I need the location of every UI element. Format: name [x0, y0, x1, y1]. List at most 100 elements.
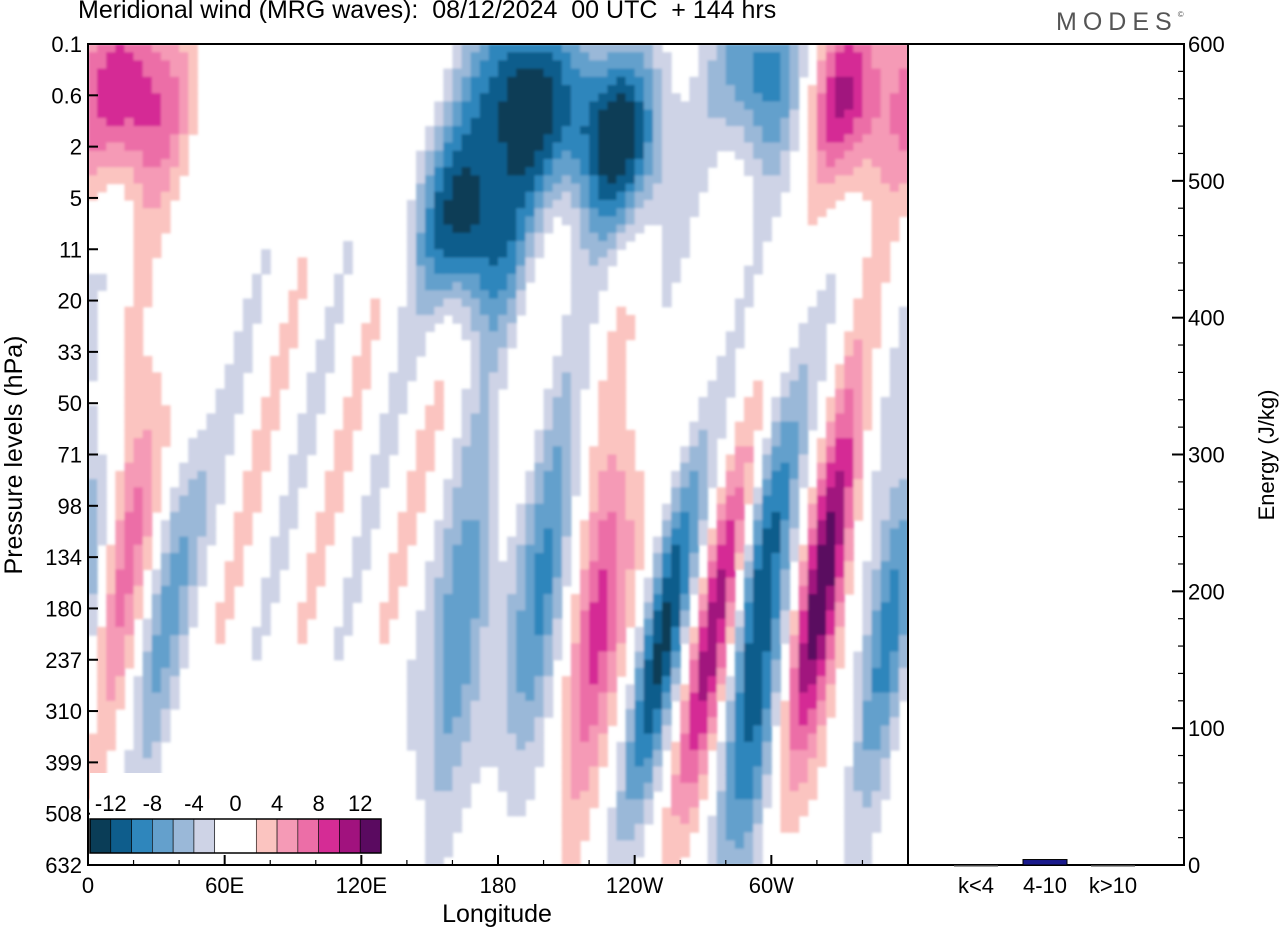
heatmap-cell: [188, 117, 198, 127]
heatmap-cell: [807, 594, 818, 603]
heatmap-cell: [871, 487, 882, 497]
heatmap-cell: [844, 438, 854, 447]
heatmap-cell: [634, 175, 645, 185]
heatmap-cell: [625, 167, 636, 176]
heatmap-cell: [589, 454, 599, 464]
heatmap-cell: [151, 676, 162, 685]
heatmap-cell: [880, 766, 891, 776]
heatmap-cell: [215, 487, 226, 497]
heatmap-cell: [898, 495, 908, 505]
heatmap-cell: [807, 569, 818, 579]
heatmap-cell: [470, 216, 481, 226]
heatmap-cell: [534, 167, 545, 176]
heatmap-cell: [698, 109, 709, 119]
heatmap-cell: [160, 60, 171, 70]
heatmap-cell: [133, 511, 144, 521]
heatmap-cell: [707, 684, 718, 694]
heatmap-cell: [488, 429, 499, 439]
heatmap-cell: [862, 388, 873, 398]
heatmap-cell: [142, 372, 153, 382]
heatmap-cell: [598, 117, 608, 127]
heatmap-cell: [534, 191, 545, 201]
heatmap-cell: [889, 134, 900, 144]
heatmap-cell: [452, 635, 463, 644]
heatmap-cell: [488, 413, 499, 423]
heatmap-cell: [798, 454, 809, 464]
heatmap-cell: [734, 438, 745, 447]
heatmap-cell: [133, 93, 144, 103]
heatmap-cell: [662, 126, 672, 135]
heatmap-cell: [561, 76, 572, 86]
heatmap-cell: [160, 224, 171, 234]
heatmap-cell: [707, 85, 718, 94]
heatmap-cell: [188, 109, 198, 119]
heatmap-cell: [798, 709, 809, 718]
heatmap-cell: [898, 191, 908, 201]
heatmap-cell: [580, 109, 590, 119]
heatmap-cell: [461, 635, 472, 644]
heatmap-cell: [607, 232, 618, 242]
heatmap-cell: [734, 109, 745, 119]
heatmap-cell: [142, 134, 153, 144]
heatmap-cell: [889, 429, 900, 439]
heatmap-cell: [315, 511, 326, 521]
heatmap-cell: [826, 536, 836, 546]
heatmap-cell: [671, 257, 681, 267]
heatmap-cell: [97, 733, 107, 743]
heatmap-cell: [643, 717, 654, 727]
heatmap-cell: [106, 76, 116, 86]
heatmap-cell: [170, 561, 180, 571]
heatmap-cell: [707, 651, 718, 661]
heatmap-cell: [170, 101, 180, 111]
heatmap-cell: [306, 405, 317, 415]
heatmap-cell: [698, 454, 709, 464]
heatmap-cell: [124, 314, 135, 324]
heatmap-cell: [170, 191, 180, 201]
heatmap-cell: [643, 44, 654, 53]
heatmap-cell: [744, 265, 754, 275]
heatmap-cell: [334, 643, 344, 653]
heatmap-cell: [252, 438, 262, 447]
heatmap-cell: [534, 183, 545, 193]
heatmap-cell: [488, 167, 499, 176]
heatmap-cell: [807, 684, 818, 694]
heatmap-cell: [507, 750, 517, 759]
heatmap-cell: [853, 684, 864, 694]
heatmap-cell: [142, 109, 153, 119]
heatmap-cell: [470, 536, 481, 546]
heatmap-cell: [816, 725, 827, 735]
heatmap-cell: [698, 175, 709, 185]
heatmap-cell: [434, 224, 444, 234]
heatmap-cell: [889, 216, 900, 226]
heatmap-cell: [643, 676, 654, 685]
heatmap-cell: [425, 626, 435, 636]
heatmap-cell: [607, 331, 618, 341]
heatmap-cell: [880, 709, 891, 718]
heatmap-cell: [242, 298, 253, 308]
heatmap-cell: [133, 44, 144, 53]
heatmap-cell: [816, 511, 827, 521]
heatmap-cell: [798, 429, 809, 439]
heatmap-cell: [625, 76, 636, 86]
heatmap-cell: [589, 741, 599, 751]
heatmap-cell: [716, 511, 727, 521]
heatmap-cell: [734, 134, 745, 144]
heatmap-cell: [151, 175, 162, 185]
heatmap-cell: [634, 692, 645, 702]
heatmap-cell: [607, 692, 618, 702]
heatmap-cell: [589, 101, 599, 111]
heatmap-cell: [835, 503, 845, 513]
heatmap-cell: [543, 142, 554, 152]
heatmap-cell: [862, 799, 873, 809]
heatmap-cell: [142, 758, 153, 768]
heatmap-cell: [616, 306, 627, 316]
heatmap-cell: [707, 848, 718, 858]
heatmap-cell: [625, 446, 636, 456]
heatmap-cell: [179, 643, 189, 653]
heatmap-cell: [625, 175, 636, 185]
heatmap-cell: [798, 372, 809, 382]
heatmap-cell: [507, 651, 517, 661]
heatmap-cell: [97, 536, 107, 546]
heatmap-cell: [133, 355, 144, 365]
heatmap-cell: [634, 643, 645, 653]
